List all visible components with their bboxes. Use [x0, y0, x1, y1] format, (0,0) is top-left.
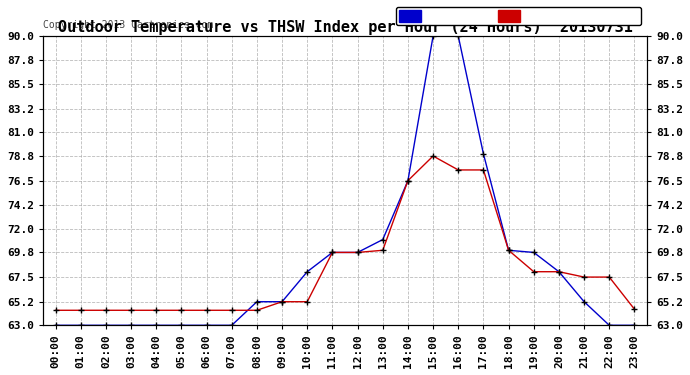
Text: Copyright 2013 Cartronics.com: Copyright 2013 Cartronics.com [43, 20, 213, 30]
Legend: THSW  (°F), Temperature  (°F): THSW (°F), Temperature (°F) [396, 7, 642, 25]
Title: Outdoor Temperature vs THSW Index per Hour (24 Hours)  20130731: Outdoor Temperature vs THSW Index per Ho… [57, 20, 633, 35]
